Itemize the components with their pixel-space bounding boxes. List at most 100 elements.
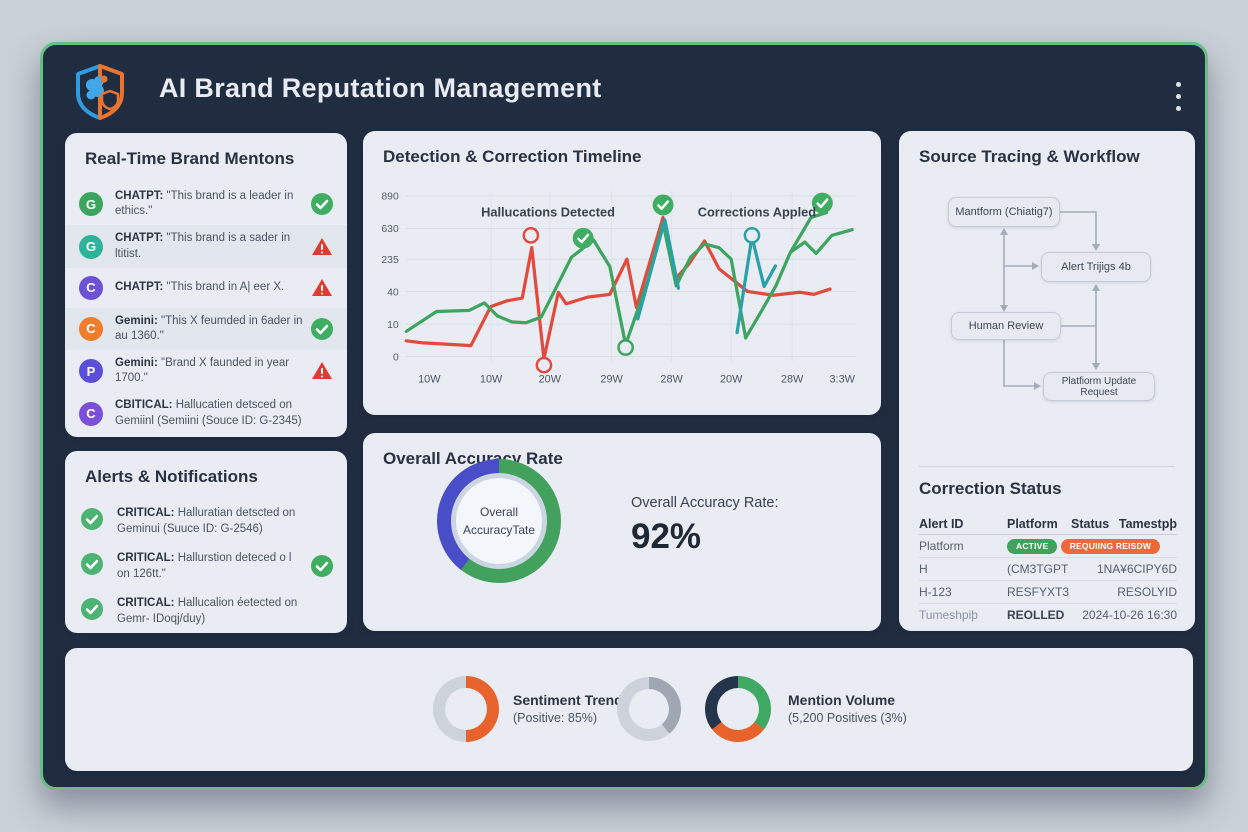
check-badge-icon	[81, 553, 103, 576]
svg-text:10W: 10W	[418, 374, 441, 386]
warning-badge-icon	[312, 237, 332, 255]
brand-mentions-list: G CHATPT: "This brand is a leader in eth…	[65, 183, 347, 435]
dashboard-panel: AI Brand Reputation Management Real-Time…	[40, 42, 1208, 790]
cell-alert-id: Tumeshpiþ	[919, 608, 978, 622]
cell-timestamp: RESOLYID	[1117, 585, 1177, 599]
svg-text:3:3W: 3:3W	[829, 374, 855, 386]
status-badge: REQUIING REISDW	[1060, 539, 1161, 554]
mention-volume-value: (5,200 Positives (3%)	[788, 711, 907, 725]
workflow-node-platform: Mantform (Chiatig7)	[948, 197, 1060, 227]
column-header: Alert ID	[919, 517, 964, 531]
accuracy-rate-value: 92%	[631, 517, 702, 556]
alert-label: CRITICAL:	[117, 507, 175, 519]
cell-timestamp: 1NA¥6CIPY6D	[1096, 562, 1177, 576]
table-row[interactable]: H (CM3TGPT 1NA¥6CIPY6D	[919, 558, 1177, 581]
shield-brain-icon	[76, 64, 124, 120]
mention-source: Gemini:	[115, 314, 158, 327]
svg-text:890: 890	[381, 192, 399, 203]
kebab-menu-icon[interactable]	[1165, 75, 1191, 117]
sentiment-trend-label: Sentiment Trend	[513, 692, 623, 708]
accuracy-rate-label: Overall Accuracy Rate:	[631, 495, 779, 511]
mention-text: "This brand is a sader in ltitist.	[115, 232, 291, 260]
check-badge-icon	[311, 317, 333, 340]
alert-text: Hallucalion éetected on Gemr- IDoqj/duy)	[117, 597, 298, 625]
divider	[919, 466, 1175, 467]
svg-text:20W: 20W	[720, 374, 743, 386]
status-badge: ACTIVE	[1007, 539, 1058, 554]
list-item[interactable]: C Gemini: "This X feumded in 6ader in au…	[65, 307, 347, 351]
table-header-row: Alert ID Platform Status Tamestpþ	[919, 513, 1177, 535]
check-badge-icon	[81, 598, 103, 621]
svg-text:0: 0	[393, 352, 399, 363]
list-item[interactable]: C CBITICAL: Hallucatien detsced on Gemii…	[65, 392, 347, 434]
cell-alert-id: H	[919, 562, 928, 576]
column-header: Tamestpþ	[1118, 517, 1177, 531]
mention-source: CHATPT:	[115, 281, 164, 294]
source-avatar: C	[79, 316, 103, 341]
timeline-chart: 890 630 235 40 10 0 10W 10W 20W 29W 28W 20W 28W 3:3W H…	[381, 190, 857, 386]
svg-text:10: 10	[387, 320, 399, 331]
workflow-arrows	[1000, 211, 1100, 390]
cell-platform: (CM3TGPT	[1007, 562, 1069, 576]
source-avatar: C	[79, 275, 103, 300]
column-header: Platform	[1007, 517, 1058, 531]
svg-text:10W: 10W	[480, 374, 503, 386]
table-row[interactable]: Tumeshpiþ REOLLED 2024-10-26 16:30	[919, 604, 1177, 627]
list-item[interactable]: G CHATPT: "This brand is a sader in ltit…	[65, 225, 347, 268]
cell-timestamp: 2024-10-26 16:30	[1082, 608, 1177, 622]
source-avatar: G	[79, 234, 103, 259]
correction-status-title: Correction Status	[919, 479, 1062, 498]
mention-text: Hallucatien detsced on Gemiinl (Semiini …	[115, 399, 302, 427]
list-item[interactable]: CRITICAL: Halluratian detscted on Geminu…	[65, 499, 347, 544]
svg-text:Hallucations Detected: Hallucations Detected	[481, 204, 615, 219]
list-item[interactable]: G CHATPT: "This brand is a leader in eth…	[65, 183, 347, 225]
timeline-title: Detection & Correction Timeline	[383, 147, 642, 166]
table-row[interactable]: H-123 RESFYXT3 RESOLYID	[919, 581, 1177, 604]
workflow-node-human-review: Human Review	[951, 312, 1061, 340]
mention-text: "This X feumded in 6ader in au 1360."	[115, 314, 303, 342]
alerts-list: CRITICAL: Halluratian detscted on Geminu…	[65, 499, 347, 634]
accuracy-donut-chart: Overall AccuracyTate	[437, 459, 561, 583]
svg-text:20W: 20W	[539, 374, 562, 386]
mention-source: CHATPT:	[115, 232, 164, 245]
source-avatar: C	[79, 401, 103, 426]
workflow-node-platform-update: Platfiorm Update Request	[1043, 372, 1155, 401]
svg-text:29W: 29W	[600, 374, 623, 386]
svg-text:235: 235	[381, 255, 399, 266]
list-item[interactable]: CRITICAL: Hallurstion deteced o l on 126…	[65, 544, 347, 589]
alerts-card: Alerts & Notifications CRITICAL: Hallura…	[65, 451, 347, 633]
alert-text: Hallurstion deteced o l on 126tt."	[117, 552, 292, 580]
accuracy-card: Overall Accuracy Rate Overall AccuracyTa…	[363, 433, 881, 631]
mention-text: "Brand X faunded in year 1700."	[115, 357, 290, 385]
mention-source: CHATPT:	[115, 190, 164, 202]
correction-status-table: Alert ID Platform Status Tamestpþ Platfo…	[919, 513, 1177, 627]
svg-text:Corrections Appled: Corrections Appled	[698, 204, 816, 219]
source-avatar: G	[79, 192, 103, 217]
source-tracing-card: Source Tracing & Workflow	[899, 131, 1195, 631]
svg-text:630: 630	[381, 224, 399, 235]
timeline-card: Detection & Correction Timeline 890 630 23…	[363, 131, 881, 415]
mention-text: "This brand in A| eer X.	[166, 281, 285, 294]
mention-source: CBITICAL:	[115, 399, 173, 412]
mention-source: Gemini:	[115, 357, 158, 370]
summary-bar: Sentiment Trend (Positive: 85%) Mention …	[65, 648, 1193, 771]
workflow-title: Source Tracing & Workflow	[919, 147, 1140, 166]
alerts-title: Alerts & Notifications	[85, 467, 258, 486]
page-title: AI Brand Reputation Management	[159, 73, 602, 103]
list-item[interactable]: P Gemini: "Brand X faunded in year 1700.…	[65, 350, 347, 392]
gray-donut-chart	[617, 677, 681, 741]
list-item[interactable]: C CHATPT: "This brand in A| eer X.	[65, 268, 347, 308]
check-badge-icon	[311, 193, 333, 216]
check-badge-icon	[81, 508, 103, 530]
mention-volume-donut-chart	[705, 676, 771, 742]
table-row[interactable]: Platform ACTIVE REQUIING REISDW	[919, 535, 1177, 558]
alert-label: CRITICAL:	[117, 552, 175, 565]
column-header: Status	[1071, 517, 1110, 531]
svg-text:28W: 28W	[781, 374, 804, 386]
sentiment-trend-value: (Positive: 85%)	[513, 711, 598, 725]
check-badge-icon	[311, 555, 333, 578]
mention-text: "This brand is a leader in ethics."	[115, 190, 294, 218]
list-item[interactable]: CRITICAL: Hallucalion éetected on Gemr- …	[65, 589, 347, 634]
donut-center-label: Overall	[479, 505, 518, 519]
brand-mentions-card: Real-Time Brand Mentons G CHATPT: "This …	[65, 133, 347, 437]
